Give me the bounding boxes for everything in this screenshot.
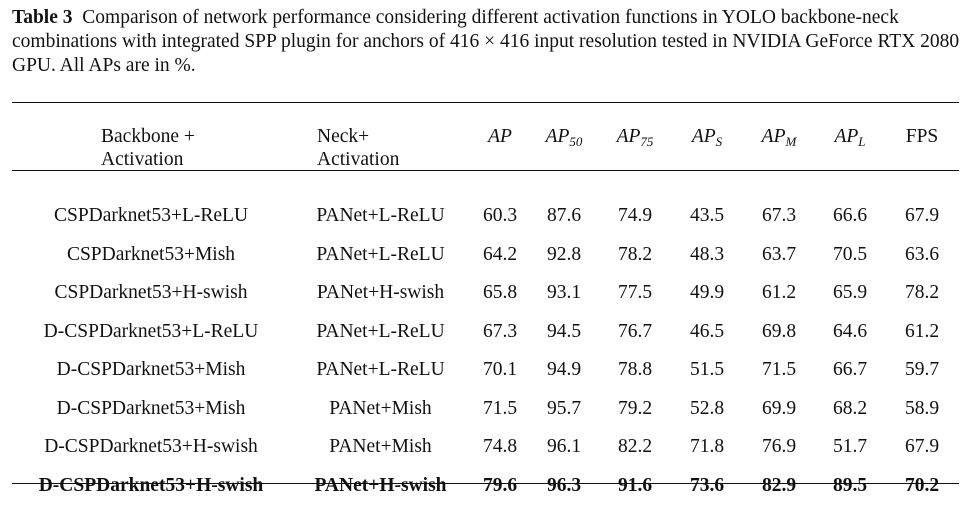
cell-apl: 68.2 bbox=[815, 390, 885, 429]
header-aps: APS bbox=[671, 104, 743, 191]
cell-backbone: D-CSPDarknet53+Mish bbox=[12, 390, 290, 429]
cell-aps: 48.3 bbox=[671, 236, 743, 275]
cell-aps: 71.8 bbox=[671, 428, 743, 467]
cell-fps: 61.2 bbox=[885, 313, 959, 352]
cell-aps: 46.5 bbox=[671, 313, 743, 352]
cell-neck: PANet+Mish bbox=[290, 390, 471, 429]
header-backbone: Backbone + Activation bbox=[12, 104, 290, 191]
table-row: CSPDarknet53+L-ReLU PANet+L-ReLU 60.3 87… bbox=[12, 191, 959, 236]
cell-ap75: 82.2 bbox=[599, 428, 671, 467]
cell-neck: PANet+Mish bbox=[290, 428, 471, 467]
cell-ap50: 94.5 bbox=[529, 313, 599, 352]
cell-backbone: CSPDarknet53+Mish bbox=[12, 236, 290, 275]
cell-ap50: 95.7 bbox=[529, 390, 599, 429]
table-row: D-CSPDarknet53+L-ReLU PANet+L-ReLU 67.3 … bbox=[12, 313, 959, 352]
cell-apm: 76.9 bbox=[743, 428, 815, 467]
cell-ap75: 78.8 bbox=[599, 351, 671, 390]
cell-aps: 43.5 bbox=[671, 191, 743, 236]
cell-neck: PANet+L-ReLU bbox=[290, 236, 471, 275]
cell-neck: PANet+H-swish bbox=[290, 274, 471, 313]
cell-apm: 71.5 bbox=[743, 351, 815, 390]
table-label: Table 3 bbox=[12, 7, 73, 28]
table-row: D-CSPDarknet53+Mish PANet+L-ReLU 70.1 94… bbox=[12, 351, 959, 390]
cell-apm: 69.9 bbox=[743, 390, 815, 429]
cell-ap75: 74.9 bbox=[599, 191, 671, 236]
cell-ap75: 79.2 bbox=[599, 390, 671, 429]
table-row-best: D-CSPDarknet53+H-swish PANet+H-swish 79.… bbox=[12, 467, 959, 505]
cell-ap: 70.1 bbox=[471, 351, 529, 390]
header-ap: AP bbox=[471, 104, 529, 191]
cell-apl: 66.6 bbox=[815, 191, 885, 236]
cell-neck: PANet+L-ReLU bbox=[290, 313, 471, 352]
cell-ap50: 94.9 bbox=[529, 351, 599, 390]
header-ap75: AP75 bbox=[599, 104, 671, 191]
cell-apl: 64.6 bbox=[815, 313, 885, 352]
cell-backbone: D-CSPDarknet53+Mish bbox=[12, 351, 290, 390]
cell-fps: 67.9 bbox=[885, 428, 959, 467]
header-row: Backbone + Activation Neck+ Activation A… bbox=[12, 104, 959, 191]
cell-aps: 73.6 bbox=[671, 467, 743, 505]
cell-neck: PANet+L-ReLU bbox=[290, 351, 471, 390]
cell-ap50: 96.3 bbox=[529, 467, 599, 505]
cell-fps: 58.9 bbox=[885, 390, 959, 429]
cell-ap: 60.3 bbox=[471, 191, 529, 236]
cell-ap75: 77.5 bbox=[599, 274, 671, 313]
cell-fps: 59.7 bbox=[885, 351, 959, 390]
cell-neck: PANet+H-swish bbox=[290, 467, 471, 505]
cell-apl: 51.7 bbox=[815, 428, 885, 467]
cell-apm: 69.8 bbox=[743, 313, 815, 352]
cell-fps: 63.6 bbox=[885, 236, 959, 275]
cell-apm: 63.7 bbox=[743, 236, 815, 275]
cell-backbone: D-CSPDarknet53+H-swish bbox=[12, 467, 290, 505]
cell-neck: PANet+L-ReLU bbox=[290, 191, 471, 236]
cell-ap50: 96.1 bbox=[529, 428, 599, 467]
cell-ap: 71.5 bbox=[471, 390, 529, 429]
header-fps: FPS bbox=[885, 104, 959, 191]
header-apl: APL bbox=[815, 104, 885, 191]
cell-backbone: CSPDarknet53+H-swish bbox=[12, 274, 290, 313]
cell-apl: 70.5 bbox=[815, 236, 885, 275]
cell-apm: 61.2 bbox=[743, 274, 815, 313]
cell-backbone: D-CSPDarknet53+L-ReLU bbox=[12, 313, 290, 352]
cell-ap75: 78.2 bbox=[599, 236, 671, 275]
cell-apm: 82.9 bbox=[743, 467, 815, 505]
cell-apl: 89.5 bbox=[815, 467, 885, 505]
results-table: Backbone + Activation Neck+ Activation A… bbox=[12, 104, 959, 505]
cell-aps: 49.9 bbox=[671, 274, 743, 313]
cell-apm: 67.3 bbox=[743, 191, 815, 236]
table-row: D-CSPDarknet53+Mish PANet+Mish 71.5 95.7… bbox=[12, 390, 959, 429]
header-neck: Neck+ Activation bbox=[290, 104, 471, 191]
cell-ap75: 91.6 bbox=[599, 467, 671, 505]
cell-fps: 78.2 bbox=[885, 274, 959, 313]
cell-ap: 65.8 bbox=[471, 274, 529, 313]
cell-ap50: 93.1 bbox=[529, 274, 599, 313]
table-row: CSPDarknet53+Mish PANet+L-ReLU 64.2 92.8… bbox=[12, 236, 959, 275]
cell-ap: 64.2 bbox=[471, 236, 529, 275]
cell-ap: 79.6 bbox=[471, 467, 529, 505]
header-ap50: AP50 bbox=[529, 104, 599, 191]
cell-fps: 70.2 bbox=[885, 467, 959, 505]
cell-backbone: D-CSPDarknet53+H-swish bbox=[12, 428, 290, 467]
table-row: CSPDarknet53+H-swish PANet+H-swish 65.8 … bbox=[12, 274, 959, 313]
cell-ap: 74.8 bbox=[471, 428, 529, 467]
cell-backbone: CSPDarknet53+L-ReLU bbox=[12, 191, 290, 236]
header-apm: APM bbox=[743, 104, 815, 191]
cell-ap50: 92.8 bbox=[529, 236, 599, 275]
cell-aps: 51.5 bbox=[671, 351, 743, 390]
cell-aps: 52.8 bbox=[671, 390, 743, 429]
caption-text: Comparison of network performance consid… bbox=[12, 7, 959, 76]
cell-fps: 67.9 bbox=[885, 191, 959, 236]
cell-apl: 65.9 bbox=[815, 274, 885, 313]
cell-ap50: 87.6 bbox=[529, 191, 599, 236]
table-row: D-CSPDarknet53+H-swish PANet+Mish 74.8 9… bbox=[12, 428, 959, 467]
cell-ap: 67.3 bbox=[471, 313, 529, 352]
table-caption: Table 3 Comparison of network performanc… bbox=[12, 6, 962, 78]
cell-apl: 66.7 bbox=[815, 351, 885, 390]
cell-ap75: 76.7 bbox=[599, 313, 671, 352]
